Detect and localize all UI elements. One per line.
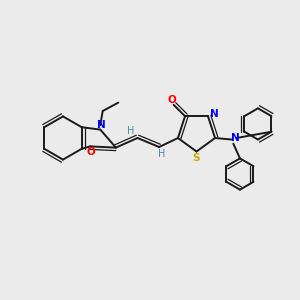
Text: N: N: [210, 109, 218, 119]
Text: O: O: [87, 147, 96, 157]
Text: H: H: [158, 149, 165, 159]
Text: N: N: [97, 120, 105, 130]
Text: O: O: [167, 95, 176, 105]
Text: H: H: [127, 126, 135, 136]
Text: N: N: [231, 133, 240, 143]
Text: S: S: [192, 152, 200, 163]
